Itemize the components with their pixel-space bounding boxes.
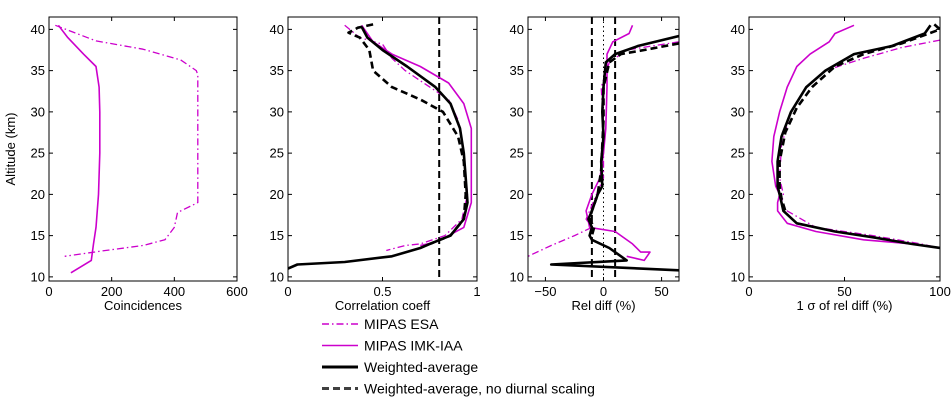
series-line-mipas-esa xyxy=(344,24,469,252)
x-tick-label: 0 xyxy=(600,284,607,299)
x-tick-label: 0.5 xyxy=(373,284,391,299)
y-tick-label: 30 xyxy=(731,104,745,119)
x-tick-label: −50 xyxy=(534,284,556,299)
series-line-weighted-average-no-diurnal-scaling xyxy=(588,42,679,236)
plot-frame xyxy=(48,16,238,282)
x-tick-label: 0 xyxy=(45,284,52,299)
series-line-weighted-average xyxy=(288,26,469,270)
y-tick-label: 25 xyxy=(270,146,284,161)
panel-4: 10 15 20 25 30 35 40 0 50 100 1 σ of rel diff (%) xyxy=(731,16,951,313)
series-group xyxy=(55,24,199,274)
x-tick-label: 0 xyxy=(284,284,291,299)
series-line-mipas-imk-iaa xyxy=(771,24,940,249)
legend-label: Weighted-average, no diurnal scaling xyxy=(364,381,595,397)
y-tick-label: 40 xyxy=(31,22,45,37)
y-tick-label: 35 xyxy=(31,63,45,78)
y-tick-label: 20 xyxy=(270,187,284,202)
x-axis-label: Rel diff (%) xyxy=(571,298,635,313)
series-line-weighted-average xyxy=(549,34,679,272)
legend: MIPAS ESA MIPAS IMK-IAA Weighted-average We… xyxy=(322,316,595,397)
x-tick-label: 50 xyxy=(837,284,851,299)
y-tick-label: 20 xyxy=(31,187,45,202)
y-tick-label: 15 xyxy=(731,228,745,243)
y-tick-label: 25 xyxy=(731,146,745,161)
series-group xyxy=(528,24,679,272)
y-tick-label: 15 xyxy=(510,228,524,243)
x-axis-label: Correlation coeff xyxy=(335,298,431,313)
y-tick-label: 30 xyxy=(31,104,45,119)
x-axis-label: 1 σ of rel diff (%) xyxy=(797,298,893,313)
x-tick-label: 1 xyxy=(473,284,480,299)
series-line-mipas-esa xyxy=(778,39,940,249)
y-tick-label: 25 xyxy=(510,146,524,161)
y-tick-label: 20 xyxy=(510,187,524,202)
y-tick-label: 25 xyxy=(31,146,45,161)
x-tick-label: 400 xyxy=(163,284,185,299)
y-tick-label: 30 xyxy=(270,104,284,119)
y-tick-label: 35 xyxy=(270,63,284,78)
y-tick-label: 10 xyxy=(31,269,45,284)
y-tick-label: 40 xyxy=(510,22,524,37)
series-line-mipas-imk-iaa xyxy=(361,24,473,247)
x-tick-label: 0 xyxy=(745,284,752,299)
x-tick-label: 200 xyxy=(101,284,123,299)
y-tick-label: 40 xyxy=(731,22,745,37)
y-tick-label: 10 xyxy=(510,269,524,284)
y-tick-label: 35 xyxy=(731,63,745,78)
series-group xyxy=(288,23,473,270)
plot-frame xyxy=(287,16,478,282)
y-tick-label: 20 xyxy=(731,187,745,202)
series-line-weighted-average-no-diurnal-scaling xyxy=(347,23,467,246)
y-tick-label: 15 xyxy=(31,228,45,243)
panel-3: 10 15 20 25 30 35 40 −50 0 50 Rel diff (%) xyxy=(510,16,680,313)
x-tick-label: 50 xyxy=(654,284,668,299)
y-tick-label: 10 xyxy=(731,269,745,284)
y-tick-label: 15 xyxy=(270,228,284,243)
y-tick-label: 35 xyxy=(510,63,524,78)
y-tick-label: 30 xyxy=(510,104,524,119)
x-tick-label: 600 xyxy=(226,284,248,299)
panel-2: 10 15 20 25 30 35 40 0 0.5 1 Correlation coeff xyxy=(270,16,481,313)
series-line-weighted-average-no-diurnal-scaling xyxy=(778,23,940,212)
legend-label: MIPAS ESA xyxy=(364,316,439,332)
y-tick-label: 10 xyxy=(270,269,284,284)
series-line-weighted-average xyxy=(776,24,940,250)
x-tick-label: 100 xyxy=(929,284,951,299)
legend-label: Weighted-average xyxy=(364,359,478,375)
plot-frame xyxy=(748,16,941,282)
series-group xyxy=(771,23,940,250)
x-axis-label: Coincidences xyxy=(104,298,183,313)
series-line-mipas-imk-iaa xyxy=(585,24,651,262)
y-axis-label: Altitude (km) xyxy=(3,113,18,186)
series-line-mipas-imk-iaa xyxy=(57,24,101,274)
y-tick-label: 40 xyxy=(270,22,284,37)
legend-label: MIPAS IMK-IAA xyxy=(364,338,463,354)
series-line-mipas-esa xyxy=(55,24,199,257)
